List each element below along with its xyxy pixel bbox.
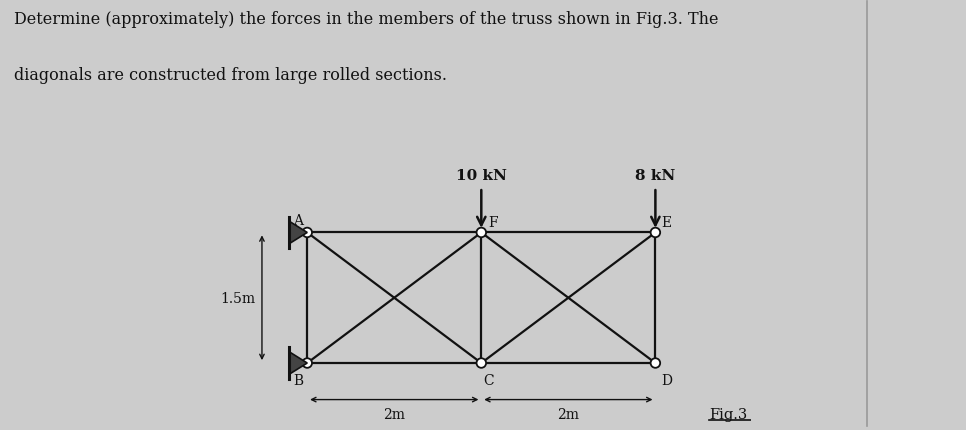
Circle shape	[302, 358, 312, 368]
Text: diagonals are constructed from large rolled sections.: diagonals are constructed from large rol…	[14, 67, 447, 83]
Text: D: D	[661, 374, 672, 387]
Text: 2m: 2m	[557, 408, 580, 421]
Polygon shape	[289, 352, 307, 375]
Circle shape	[476, 358, 486, 368]
Text: F: F	[488, 215, 497, 230]
Text: 2m: 2m	[384, 408, 406, 421]
Circle shape	[650, 358, 660, 368]
Text: Fig.3: Fig.3	[709, 408, 748, 421]
Text: B: B	[294, 374, 303, 387]
Circle shape	[650, 228, 660, 238]
Text: C: C	[483, 374, 494, 387]
Text: 8 kN: 8 kN	[636, 169, 675, 183]
Polygon shape	[289, 221, 307, 244]
Circle shape	[302, 228, 312, 238]
Text: Determine (approximately) the forces in the members of the truss shown in Fig.3.: Determine (approximately) the forces in …	[14, 11, 719, 28]
Circle shape	[476, 228, 486, 238]
Text: E: E	[662, 215, 671, 230]
Text: 1.5m: 1.5m	[221, 291, 256, 305]
Text: A: A	[294, 214, 303, 228]
Text: 10 kN: 10 kN	[456, 169, 507, 183]
